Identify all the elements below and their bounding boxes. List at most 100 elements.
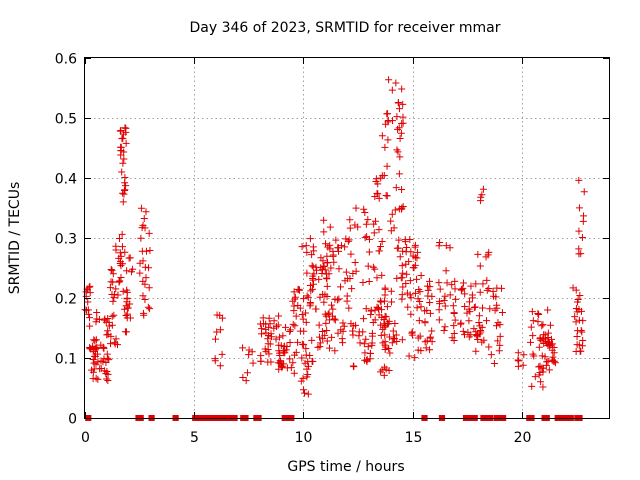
data-point — [257, 357, 265, 365]
data-point — [478, 338, 486, 346]
data-point — [125, 254, 133, 262]
data-point — [423, 306, 431, 314]
data-point — [476, 262, 484, 270]
y-axis-label: SRMTID / TECUs — [7, 182, 23, 295]
data-point — [354, 223, 362, 231]
data-point — [262, 325, 270, 333]
data-point — [514, 349, 522, 357]
data-point — [404, 303, 412, 311]
data-point — [457, 319, 465, 327]
data-point — [380, 371, 388, 379]
data-point — [97, 341, 105, 349]
data-point — [467, 282, 475, 290]
data-point — [416, 297, 424, 305]
data-point — [301, 389, 309, 397]
data-point — [356, 339, 364, 347]
data-point — [441, 292, 449, 300]
data-point — [485, 284, 493, 292]
data-point — [315, 333, 323, 341]
data-point — [450, 330, 458, 338]
data-point — [535, 310, 543, 318]
data-point — [112, 246, 120, 254]
data-point — [315, 321, 323, 329]
data-point — [331, 316, 339, 324]
data-point — [342, 268, 350, 276]
data-point — [461, 331, 469, 339]
data-point — [446, 291, 454, 299]
data-point — [402, 279, 410, 287]
data-point — [441, 323, 449, 331]
data-point — [470, 303, 478, 311]
data-point — [349, 331, 357, 339]
x-tick-label: 10 — [295, 430, 313, 446]
data-point — [117, 151, 125, 159]
data-point — [398, 262, 406, 270]
data-point — [483, 317, 491, 325]
data-point — [540, 331, 548, 339]
data-point — [396, 153, 404, 161]
data-point — [308, 262, 316, 270]
data-point — [306, 235, 314, 243]
data-point — [573, 298, 581, 306]
data-point — [528, 308, 536, 316]
data-point — [391, 334, 399, 342]
data-point — [364, 262, 372, 270]
data-point — [298, 243, 306, 251]
data-point — [103, 350, 111, 358]
data-point — [274, 321, 282, 329]
data-point — [323, 259, 331, 267]
data-point — [375, 226, 383, 234]
data-point — [492, 322, 500, 330]
data-point — [300, 327, 308, 335]
data-point — [332, 236, 340, 244]
data-point — [294, 285, 302, 293]
data-point — [365, 235, 373, 243]
data-point — [382, 192, 390, 200]
y-tick-label: 0 — [68, 412, 77, 428]
grid-lines — [85, 58, 609, 418]
data-point — [360, 315, 368, 323]
data-point — [325, 309, 333, 317]
data-point — [325, 316, 333, 324]
data-point — [123, 286, 131, 294]
data-point — [448, 334, 456, 342]
data-point — [86, 322, 94, 330]
data-point — [479, 280, 487, 288]
data-point — [138, 224, 146, 232]
data-point — [119, 260, 127, 268]
data-point — [120, 155, 128, 163]
data-point — [398, 119, 406, 127]
data-point — [442, 242, 450, 250]
data-point — [276, 359, 284, 367]
data-point — [376, 297, 384, 305]
data-point — [369, 263, 377, 271]
data-point — [86, 282, 94, 290]
data-point — [121, 124, 129, 132]
data-point — [399, 100, 407, 108]
data-point — [335, 265, 343, 273]
data-point — [572, 286, 580, 294]
data-point — [122, 182, 130, 190]
data-point — [316, 293, 324, 301]
data-point — [104, 315, 112, 323]
data-point — [141, 280, 149, 288]
data-point — [483, 286, 491, 294]
data-point — [323, 326, 331, 334]
data-point — [534, 309, 542, 317]
data-point — [446, 244, 454, 252]
data-point — [385, 344, 393, 352]
data-point — [398, 291, 406, 299]
data-point — [89, 368, 97, 376]
data-point — [298, 311, 306, 319]
data-point — [451, 277, 459, 285]
data-point — [375, 247, 383, 255]
data-point — [550, 357, 558, 365]
data-point — [136, 269, 144, 277]
data-point — [267, 330, 275, 338]
data-point — [406, 235, 414, 243]
data-point — [426, 309, 434, 317]
data-point — [323, 270, 331, 278]
data-point — [362, 220, 370, 228]
data-point — [335, 247, 343, 255]
data-point — [372, 217, 380, 225]
